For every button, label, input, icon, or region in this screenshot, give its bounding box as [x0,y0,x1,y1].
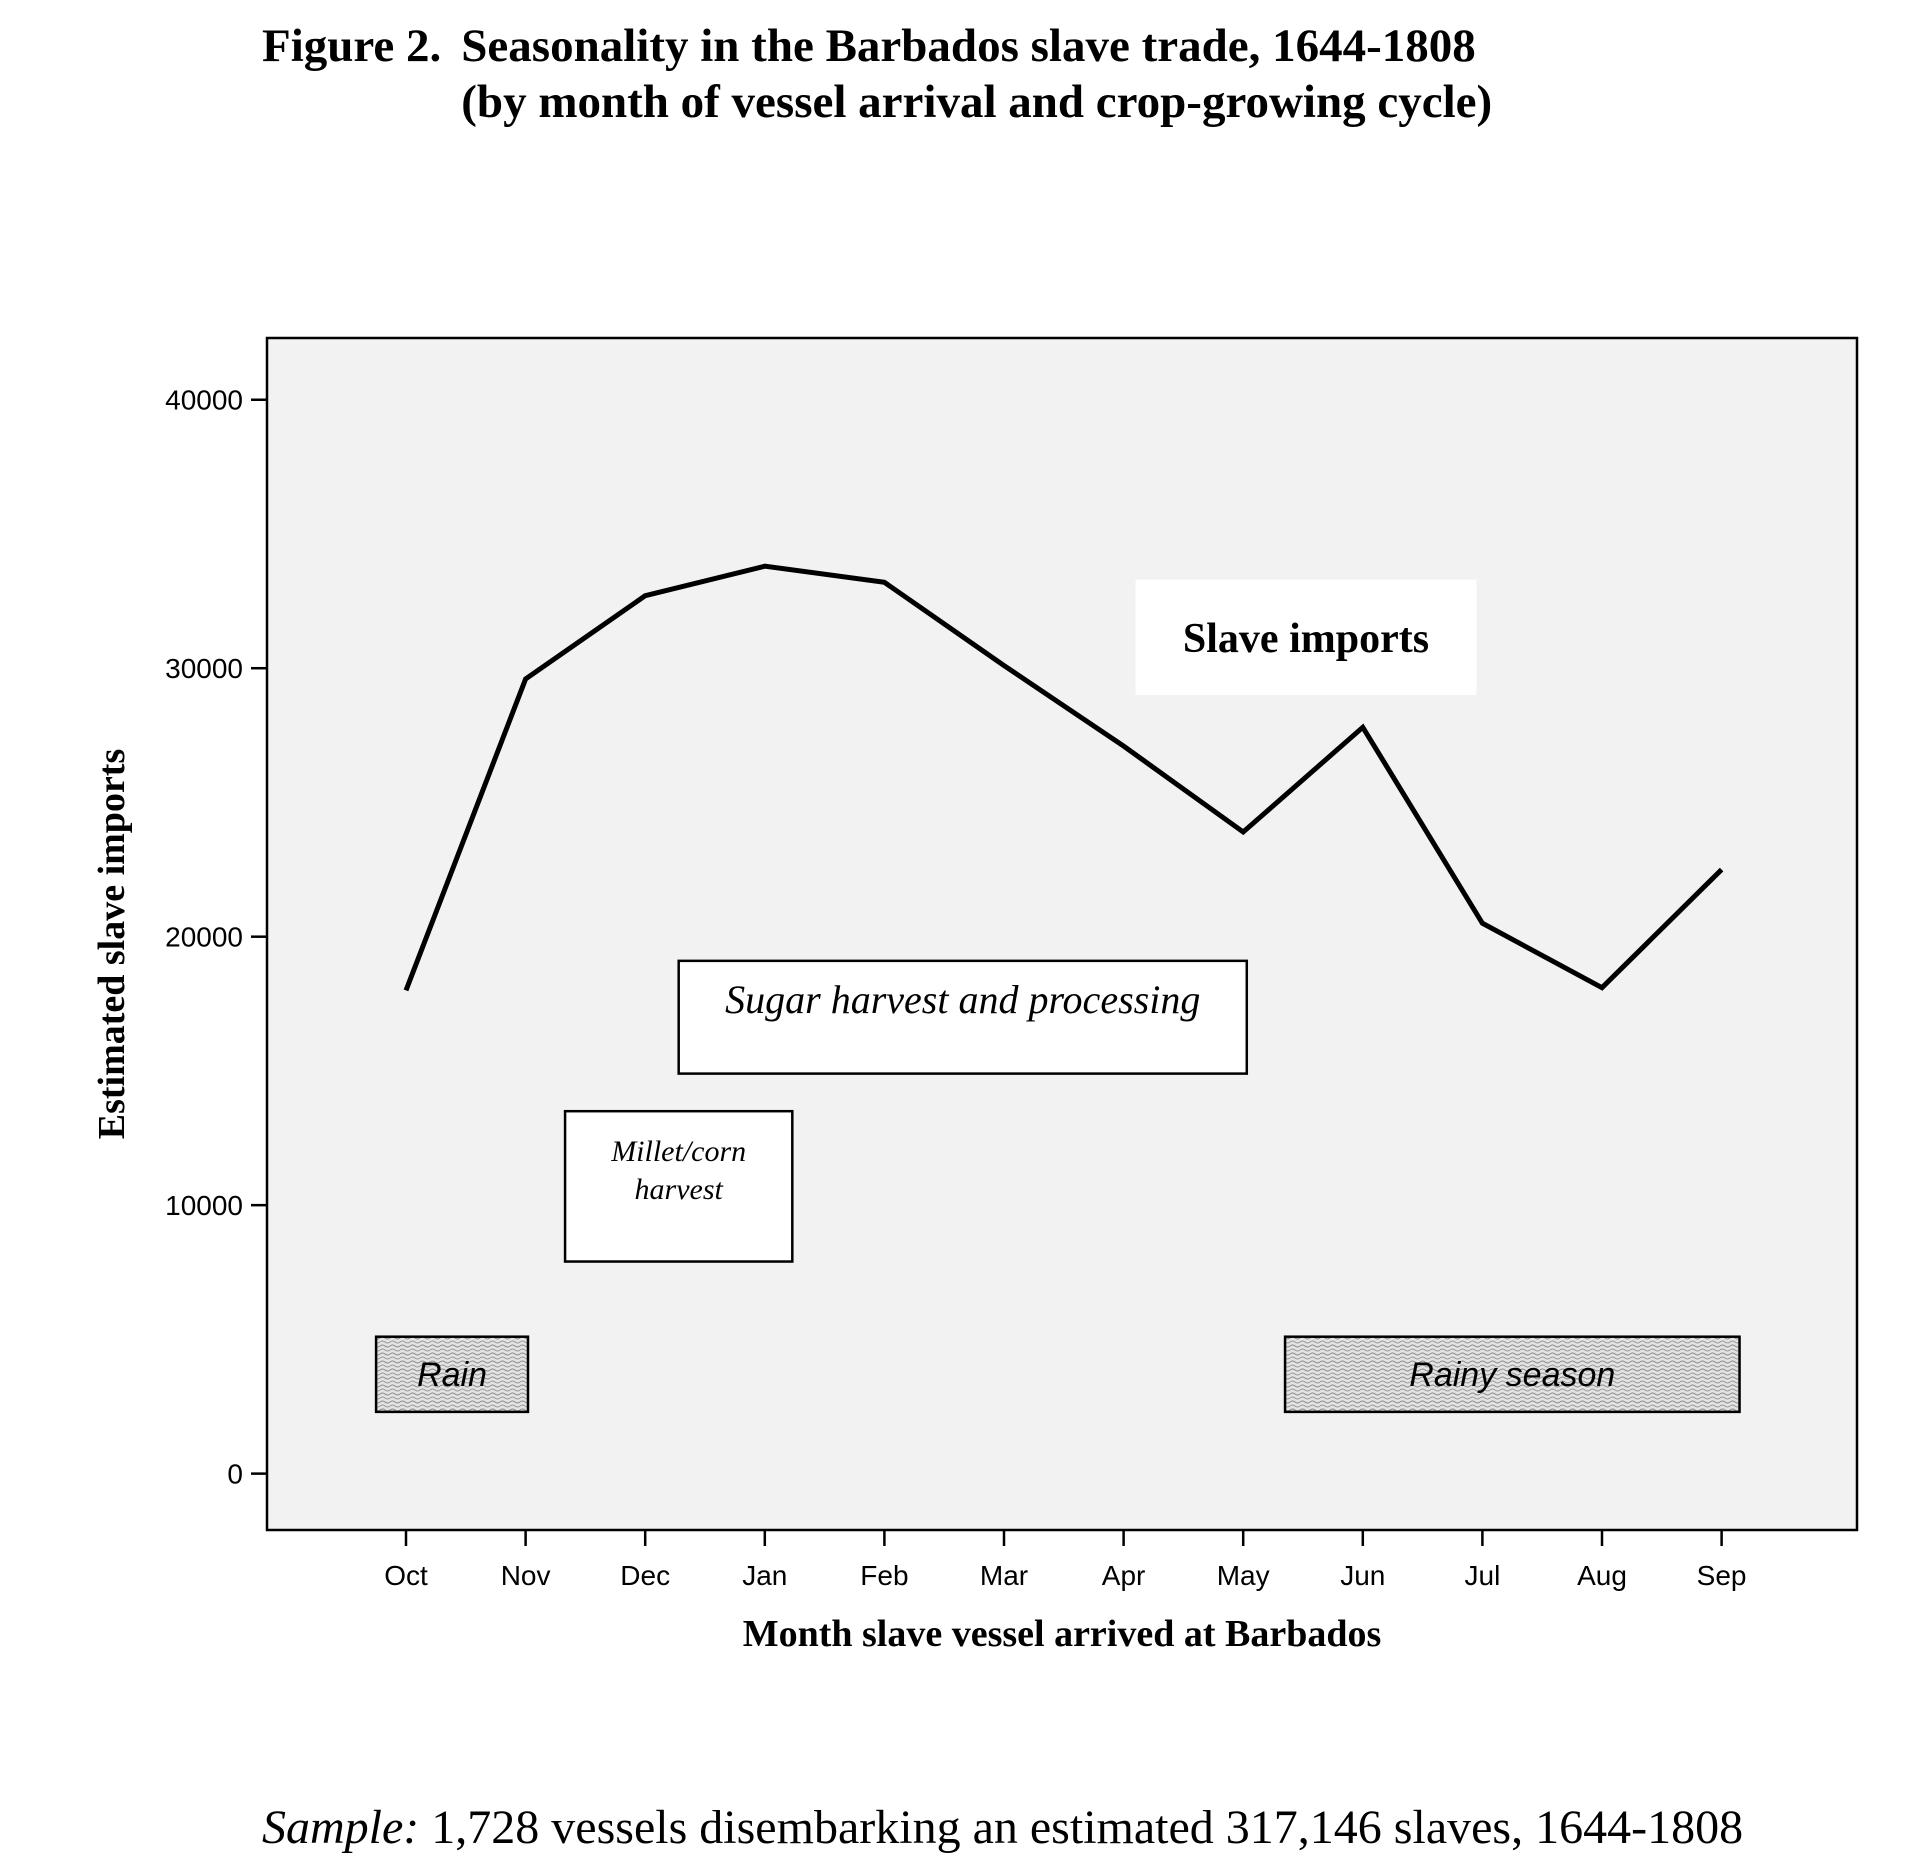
annotation-label: Slave imports [1183,616,1429,662]
y-tick-label: 0 [227,1459,243,1490]
plot-area [265,336,1859,1532]
x-tick-label: Sep [1697,1560,1747,1591]
annotation-box: Sugar harvest and processing [677,959,1249,1075]
figure-title-lines: Seasonality in the Barbados slave trade,… [461,18,1492,130]
y-tick-label: 20000 [165,922,243,953]
annotation-box: Rainy season [1283,1335,1741,1414]
series-line [403,563,1724,992]
annotation-box: Slave imports [1135,579,1477,696]
x-axis-label: Month slave vessel arrived at Barbados [743,1613,1382,1655]
x-tick-label: Feb [860,1560,908,1591]
annotation-frame [1135,579,1477,696]
annotation-frame [563,1109,794,1263]
annotation-label: Sugar harvest and processing [725,977,1200,1022]
sample-note: Sample: 1,728 vessels disembarking an es… [262,1800,1902,1855]
x-tick-label: May [1217,1560,1270,1591]
annotation-label: Rain [417,1356,487,1394]
x-tick-label: Jun [1340,1560,1385,1591]
y-tick-label: 30000 [165,653,243,684]
x-tick-label: Jan [742,1560,787,1591]
y-tick-label: 10000 [165,1190,243,1221]
x-tick-label: Dec [620,1560,670,1591]
annotation-frame [374,1335,530,1414]
annotation-label: Millet/corn [610,1135,746,1168]
figure-title-line-1: Seasonality in the Barbados slave trade,… [461,20,1476,72]
figure-number: Figure 2. [262,20,442,72]
axes-layer: 0 10000 20000 30000 40000 Oct Nov Dec Jan Feb Mar A… [165,385,1746,1591]
sample-text: 1,728 vessels disembarking an estimated … [419,1801,1744,1854]
series-layer [403,563,1724,992]
annotation-frame [677,959,1249,1075]
x-tick-label: Mar [980,1560,1028,1591]
annotation-box: Millet/corn harvest [563,1109,794,1263]
x-tick-label: Aug [1577,1560,1627,1591]
x-tick-label: Oct [384,1560,428,1591]
sample-label: Sample: [262,1801,420,1854]
figure-title: Figure 2. Seasonality in the Barbados sl… [262,18,1492,130]
annotation-label: harvest [635,1173,724,1206]
y-axis-label: Estimated slave imports [91,749,133,1140]
annotation-frame [1283,1335,1741,1414]
figure-title-line-2: (by month of vessel arrival and crop-gro… [461,76,1493,128]
x-tick-label: Nov [501,1560,551,1591]
annotation-box: Rain [374,1335,530,1414]
x-tick-label: Apr [1102,1560,1146,1591]
annotation-layer: Slave imports Sugar harvest and processin… [374,579,1741,1414]
x-tick-label: Jul [1465,1560,1501,1591]
annotation-label: Rainy season [1409,1356,1615,1394]
y-tick-label: 40000 [165,385,243,416]
